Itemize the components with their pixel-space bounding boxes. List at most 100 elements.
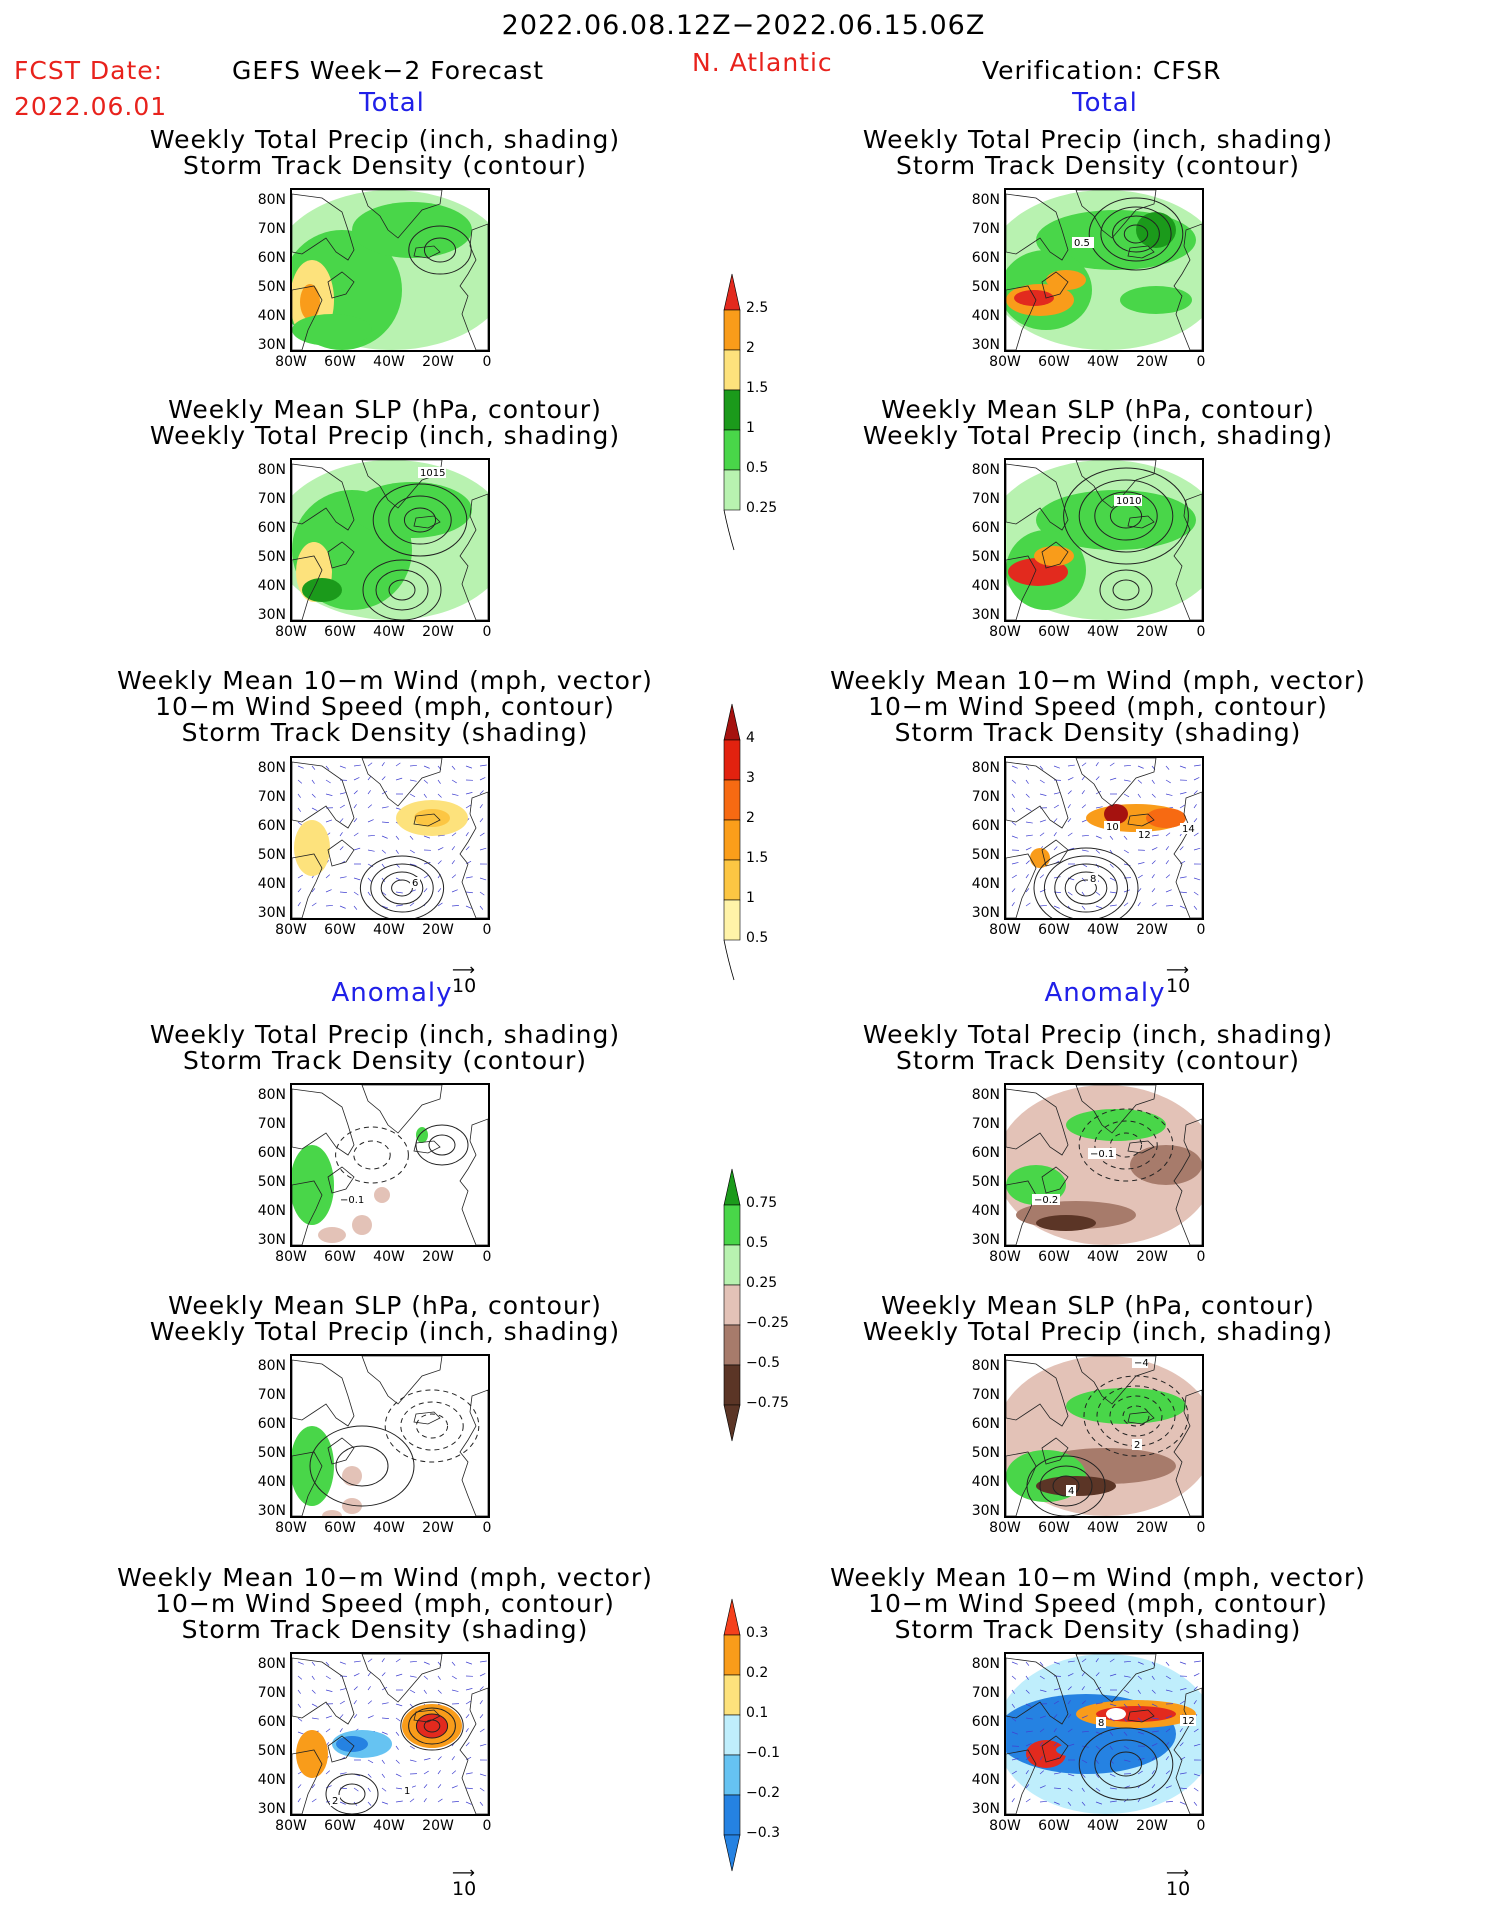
lon-label: 80W xyxy=(275,1249,307,1265)
lat-label: 80N xyxy=(971,760,1000,776)
lat-label: 70N xyxy=(257,1116,286,1132)
lon-label: 60W xyxy=(324,922,356,938)
lon-label: 40W xyxy=(373,354,405,370)
lon-label: 40W xyxy=(1087,354,1119,370)
colorbar-label: 2.5 xyxy=(746,300,769,316)
lat-label: 30N xyxy=(257,905,286,921)
date-range-title: 2022.06.08.12Z−2022.06.15.06Z xyxy=(501,10,986,41)
colorbar-label: 0.1 xyxy=(746,1705,769,1721)
lon-label: 60W xyxy=(1038,1249,1070,1265)
lat-label: 60N xyxy=(257,250,286,266)
lat-label: 80N xyxy=(257,1656,286,1672)
lon-label: 80W xyxy=(275,1818,307,1834)
map-obs-slp-precip-anom: −4 2 4 xyxy=(1004,1354,1204,1518)
colorbar-label: 1 xyxy=(746,890,755,906)
lon-label: 40W xyxy=(1087,1520,1119,1536)
colorbar-label: −0.25 xyxy=(746,1315,789,1331)
map-fcst-slp-precip-total: 1015 xyxy=(290,458,490,622)
lat-label: 70N xyxy=(971,491,1000,507)
panel-title-obs-precip-track: Weekly Total Precip (inch, shading) Storm… xyxy=(862,125,1334,180)
verification-title: Verification: CFSR xyxy=(982,56,1222,85)
contour-label: 1010 xyxy=(1116,496,1141,507)
lon-label: 20W xyxy=(422,1520,454,1536)
lat-label: 30N xyxy=(971,1503,1000,1519)
lat-label: 70N xyxy=(971,221,1000,237)
lat-label: 50N xyxy=(257,549,286,565)
lat-label: 60N xyxy=(971,520,1000,536)
lat-label: 60N xyxy=(257,520,286,536)
contour-label: 12 xyxy=(1138,830,1151,841)
lat-label: 30N xyxy=(971,607,1000,623)
lat-label: 50N xyxy=(257,1743,286,1759)
colorbar-label: 0.25 xyxy=(746,500,778,516)
lon-label: 20W xyxy=(1136,354,1168,370)
lon-label: 20W xyxy=(1136,1520,1168,1536)
lat-label: 70N xyxy=(257,1685,286,1701)
lon-label: 0 xyxy=(1196,922,1206,938)
lat-label: 60N xyxy=(971,250,1000,266)
lat-label: 80N xyxy=(257,760,286,776)
contour-label: 12 xyxy=(1182,1716,1195,1727)
lat-label: 60N xyxy=(257,1714,286,1730)
lat-label: 80N xyxy=(257,462,286,478)
vector-reference-fcst-anom: ⟶ 10 xyxy=(452,1863,477,1901)
vector-reference-obs-total: ⟶ 10 xyxy=(1166,960,1191,998)
contour-label: 0.5 xyxy=(1074,238,1090,249)
map-obs-precip-track-anom: −0.1 −0.2 xyxy=(1004,1083,1204,1247)
lon-label: 0 xyxy=(482,1818,492,1834)
panel-title-obs-wind-track-anom: Weekly Mean 10−m Wind (mph, vector) 10−m … xyxy=(830,1563,1366,1644)
lat-label: 70N xyxy=(257,491,286,507)
lon-label: 40W xyxy=(373,624,405,640)
section-total-right: Total xyxy=(1072,88,1138,118)
panel-title-fcst-wind-track: Weekly Mean 10−m Wind (mph, vector) 10−m … xyxy=(117,666,653,747)
lon-label: 40W xyxy=(373,1520,405,1536)
lat-label: 50N xyxy=(257,847,286,863)
lat-label: 30N xyxy=(971,337,1000,353)
lon-label: 80W xyxy=(275,1520,307,1536)
colorbar-precip_total xyxy=(722,270,742,574)
lat-label: 50N xyxy=(257,1174,286,1190)
contour-label: 1 xyxy=(404,1786,410,1797)
panel-title-obs-precip-track-anom: Weekly Total Precip (inch, shading) Storm… xyxy=(862,1020,1334,1075)
contour-label: 4 xyxy=(1068,1486,1074,1497)
lat-label: 30N xyxy=(971,1801,1000,1817)
contour-label: 6 xyxy=(412,878,418,889)
panel-title-fcst-precip-track-anom: Weekly Total Precip (inch, shading) Storm… xyxy=(149,1020,621,1075)
lat-label: 80N xyxy=(257,192,286,208)
lon-label: 80W xyxy=(989,1249,1021,1265)
lat-label: 50N xyxy=(971,1445,1000,1461)
vector-reference-fcst-total: ⟶ 10 xyxy=(452,960,477,998)
lat-label: 30N xyxy=(257,1503,286,1519)
colorbar-label: 0.2 xyxy=(746,1665,769,1681)
lon-label: 20W xyxy=(422,354,454,370)
map-obs-slp-precip-total: 1010 xyxy=(1004,458,1204,622)
lat-label: 40N xyxy=(971,308,1000,324)
lon-label: 20W xyxy=(1136,1249,1168,1265)
lat-label: 80N xyxy=(257,1358,286,1374)
lon-label: 0 xyxy=(1196,354,1206,370)
colorbar-label: 0.25 xyxy=(746,1275,778,1291)
section-total-left: Total xyxy=(359,88,425,118)
fcst-date-label: FCST Date: xyxy=(14,56,164,85)
lon-label: 0 xyxy=(1196,1818,1206,1834)
lat-label: 70N xyxy=(971,1685,1000,1701)
colorbar-label: 1.5 xyxy=(746,850,769,866)
lat-label: 50N xyxy=(971,1174,1000,1190)
lat-label: 60N xyxy=(257,1416,286,1432)
lat-label: 30N xyxy=(971,905,1000,921)
lat-label: 30N xyxy=(257,1232,286,1248)
lon-label: 40W xyxy=(1087,1249,1119,1265)
lon-label: 60W xyxy=(324,354,356,370)
lon-label: 20W xyxy=(422,922,454,938)
lat-label: 50N xyxy=(257,1445,286,1461)
map-fcst-precip-track-total xyxy=(290,188,490,352)
lon-label: 40W xyxy=(1087,624,1119,640)
lon-label: 80W xyxy=(275,624,307,640)
contour-label: −0.1 xyxy=(340,1195,364,1206)
map-fcst-wind-track-total: 6 xyxy=(290,756,490,920)
map-fcst-slp-precip-anom xyxy=(290,1354,490,1518)
lat-label: 40N xyxy=(971,1772,1000,1788)
lat-label: 70N xyxy=(971,1116,1000,1132)
lon-label: 60W xyxy=(1038,922,1070,938)
lon-label: 0 xyxy=(482,922,492,938)
